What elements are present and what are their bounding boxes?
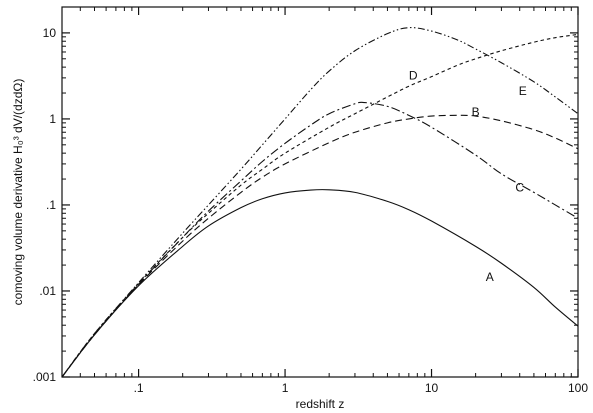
series-label-c: C xyxy=(515,180,524,194)
y-tick-label: 10 xyxy=(43,26,57,40)
series-labels: A B C D E xyxy=(409,68,527,284)
y-axis-label: comoving volume derivative H₀³ dV/(dzdΩ) xyxy=(11,79,25,306)
y-axis: .001 .01 .1 1 10 xyxy=(33,26,578,384)
series-group xyxy=(61,27,579,378)
series-label-b: B xyxy=(472,105,480,119)
series-label-d: D xyxy=(409,68,418,82)
x-tick-label: 100 xyxy=(568,381,588,395)
series-line-a xyxy=(61,189,579,378)
x-tick-label: 10 xyxy=(425,381,439,395)
x-axis: .1 1 10 100 xyxy=(79,7,588,395)
series-line-e xyxy=(61,33,579,378)
y-tick-label: .01 xyxy=(39,284,56,298)
series-label-a: A xyxy=(486,270,494,284)
series-line-c xyxy=(61,101,579,378)
series-label-e: E xyxy=(519,84,527,98)
x-tick-label: .1 xyxy=(134,381,144,395)
series-line-b xyxy=(61,114,579,378)
y-tick-label: 1 xyxy=(49,112,56,126)
x-axis-label: redshift z xyxy=(296,397,345,411)
y-tick-label: .001 xyxy=(33,370,57,384)
plot-frame xyxy=(61,6,579,378)
x-tick-label: 1 xyxy=(282,381,289,395)
series-line-d xyxy=(61,27,579,378)
y-tick-label: .1 xyxy=(46,198,56,212)
